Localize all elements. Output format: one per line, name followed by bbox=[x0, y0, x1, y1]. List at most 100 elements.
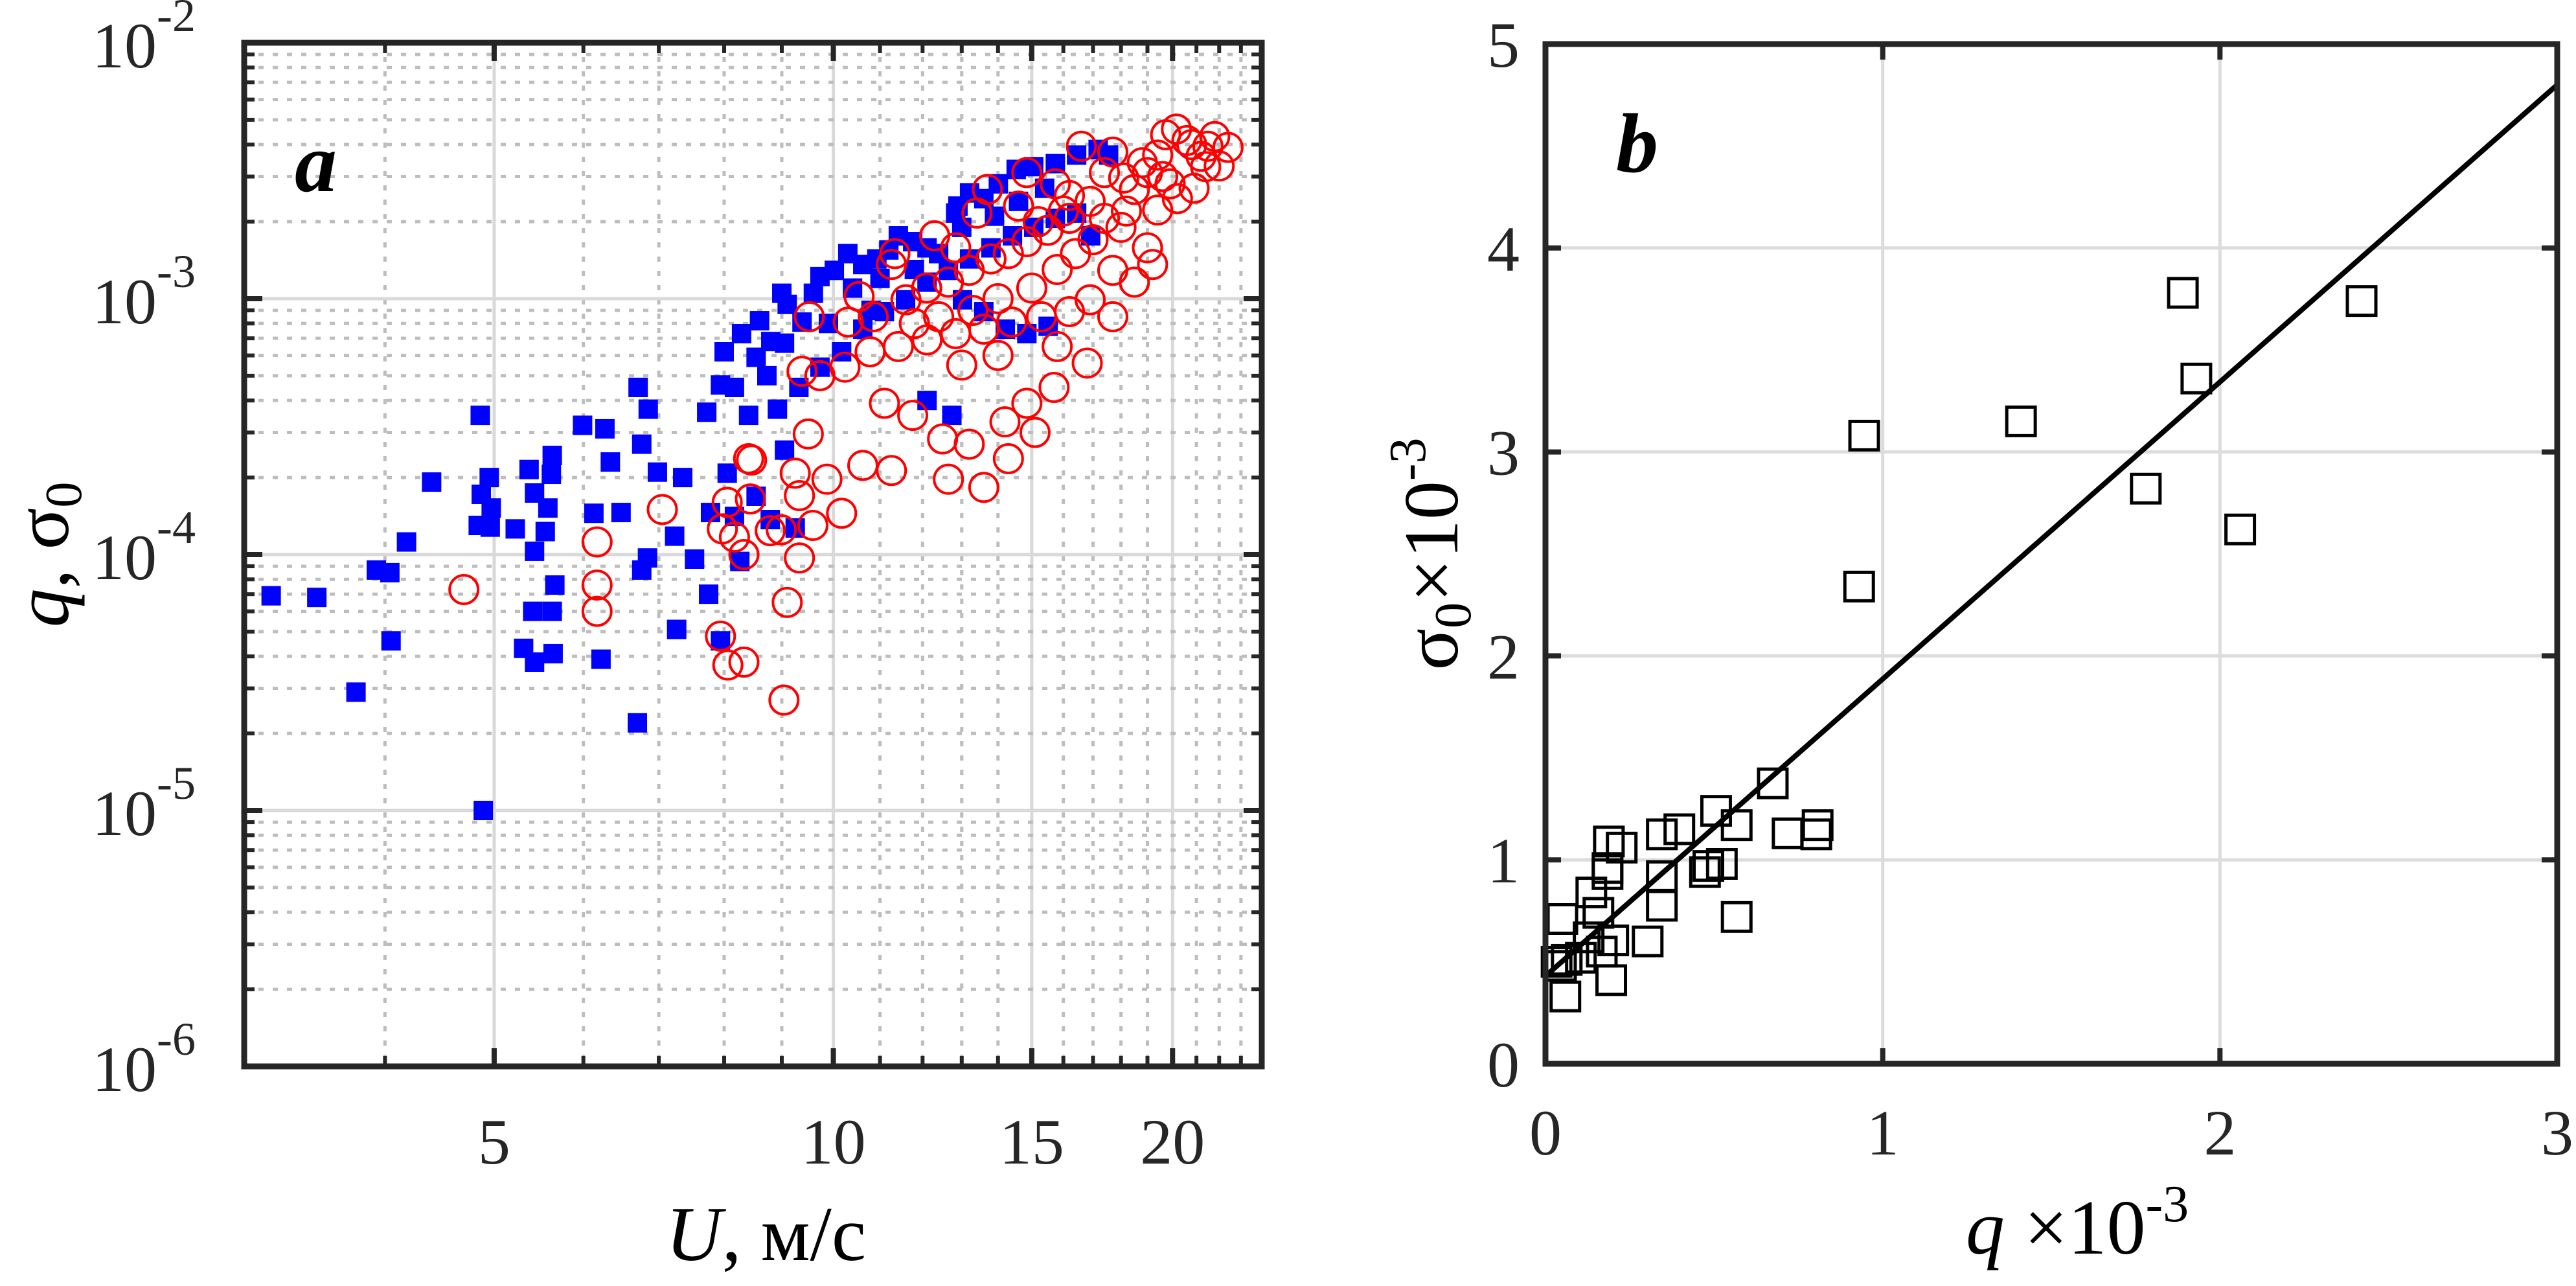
panel-a-x-label-var: U bbox=[666, 1191, 727, 1277]
panel-b-y-label-times: ×10 bbox=[1388, 481, 1474, 603]
sigma0-point-circle bbox=[1075, 284, 1106, 316]
x-tick-label: 0 bbox=[1529, 1097, 1562, 1169]
q-point-square bbox=[697, 402, 717, 422]
q-point-square bbox=[632, 560, 652, 580]
x-tick-label: 3 bbox=[2541, 1097, 2573, 1169]
q-point-square bbox=[768, 399, 788, 419]
sigma0-q-point-square bbox=[1772, 817, 1804, 849]
q-point-square bbox=[535, 522, 555, 542]
sigma0-point-circle bbox=[989, 406, 1021, 438]
panel-b-y-label-sigma: σ bbox=[1388, 628, 1474, 671]
q-point-square bbox=[346, 682, 366, 702]
sigma0-q-point-square bbox=[1720, 901, 1753, 933]
q-point-square bbox=[738, 406, 758, 426]
sigma0-point-circle bbox=[718, 522, 750, 553]
y-tick-base: 10 bbox=[92, 777, 157, 849]
q-point-square bbox=[988, 174, 1009, 194]
q-point-square bbox=[591, 649, 611, 669]
sigma0-point-circle bbox=[829, 351, 861, 383]
q-point-square bbox=[711, 631, 731, 651]
x-tick-label: 2 bbox=[2204, 1097, 2236, 1169]
sigma0-point-circle bbox=[1003, 190, 1034, 222]
q-point-square bbox=[942, 406, 962, 426]
sigma0-point-circle bbox=[854, 336, 886, 368]
sigma0-point-circle bbox=[1132, 232, 1163, 264]
sigma0-q-point-square bbox=[2224, 513, 2257, 545]
panel-b-x-label-var: q bbox=[1966, 1184, 2005, 1270]
q-point-square bbox=[685, 549, 705, 569]
y-tick-label: 3 bbox=[1487, 417, 1520, 489]
sigma0-point-circle bbox=[1038, 371, 1070, 403]
q-point-square bbox=[838, 244, 858, 264]
sigma0-point-circle bbox=[1097, 301, 1128, 332]
sigma0-point-circle bbox=[705, 620, 736, 652]
panel-a-letter: a bbox=[295, 117, 337, 210]
x-tick-label: 20 bbox=[1140, 1106, 1205, 1178]
sigma0-point-circle bbox=[1097, 255, 1128, 286]
sigma0-point-circle bbox=[1089, 157, 1121, 189]
q-point-square bbox=[672, 468, 692, 488]
q-point-square bbox=[380, 562, 400, 582]
sigma0-point-circle bbox=[992, 238, 1024, 270]
sigma0-point-circle bbox=[869, 387, 900, 419]
sigma0-q-point-square bbox=[2130, 472, 2162, 505]
q-point-square bbox=[771, 283, 792, 303]
sigma0-q-point-square bbox=[1575, 877, 1608, 909]
sigma0-point-circle bbox=[923, 301, 955, 332]
q-point-square bbox=[699, 584, 719, 604]
sigma0-q-point-square bbox=[1632, 925, 1664, 958]
sigma0-point-circle bbox=[898, 308, 930, 339]
q-point-square bbox=[523, 601, 543, 621]
sigma0-point-circle bbox=[728, 646, 760, 678]
panel-b-tick-labels: 0 1 2 3 0 1 2 3 4 5 bbox=[1487, 9, 2573, 1169]
sigma0-q-point-square bbox=[1646, 890, 1678, 922]
sigma0-q-point-square bbox=[1595, 964, 1628, 996]
panel-b-grid bbox=[1545, 44, 2557, 1064]
sigma0-q-point-square bbox=[1843, 570, 1875, 603]
panel-b-x-axis-label: q ×10-3 bbox=[1966, 1176, 2189, 1270]
sigma0-point-circle bbox=[927, 423, 959, 455]
sigma0-q-point-square bbox=[1546, 902, 1579, 935]
q-point-square bbox=[717, 463, 737, 483]
q-point-square bbox=[667, 619, 687, 639]
q-point-square bbox=[775, 440, 795, 460]
q-point-square bbox=[480, 517, 500, 537]
q-point-square bbox=[538, 498, 558, 518]
q-point-square bbox=[714, 342, 735, 362]
y-tick-label: 10 bbox=[92, 522, 157, 593]
sigma0-point-circle bbox=[882, 330, 914, 362]
x-tick-label: 15 bbox=[999, 1106, 1064, 1178]
sigma0-point-circle bbox=[847, 450, 879, 481]
sigma0-point-circle bbox=[890, 284, 922, 316]
y-tick-label: 10 bbox=[92, 1033, 157, 1105]
panel-b-y-label-sub: 0 bbox=[1425, 603, 1482, 628]
sigma0-point-circle bbox=[712, 649, 744, 681]
sigma0-q-point-square bbox=[1848, 419, 1880, 452]
sigma0-point-circle bbox=[1154, 168, 1186, 200]
sigma0-point-circle bbox=[1075, 185, 1106, 217]
q-point-square bbox=[757, 365, 777, 385]
y-tick-base: 10 bbox=[92, 522, 157, 593]
y-tick-label: 10 bbox=[92, 10, 157, 82]
sigma0-point-circle bbox=[1066, 130, 1097, 162]
sigma0-q-point-square bbox=[2180, 362, 2213, 395]
sigma0-q-point-square bbox=[1801, 809, 1834, 842]
sigma0-point-circle bbox=[1176, 129, 1207, 161]
sigma0-point-circle bbox=[771, 586, 803, 618]
y-tick-label: 0 bbox=[1487, 1029, 1520, 1101]
sigma0-point-circle bbox=[1142, 139, 1174, 171]
sigma0-point-circle bbox=[961, 197, 993, 229]
panel-a-y-label-var: q bbox=[0, 588, 85, 627]
sigma0-point-circle bbox=[1192, 130, 1224, 162]
q-point-square bbox=[595, 419, 615, 439]
sigma0-point-circle bbox=[933, 463, 964, 495]
sigma0-point-circle bbox=[735, 483, 766, 515]
q-point-square bbox=[573, 415, 593, 435]
q-point-square bbox=[1009, 191, 1029, 211]
y-tick-label: 1 bbox=[1487, 825, 1520, 897]
sigma0-point-circle bbox=[1019, 417, 1051, 448]
sigma0-point-circle bbox=[1011, 387, 1043, 419]
sigma0-q-point-square bbox=[1549, 980, 1582, 1013]
q-point-square bbox=[542, 601, 562, 621]
